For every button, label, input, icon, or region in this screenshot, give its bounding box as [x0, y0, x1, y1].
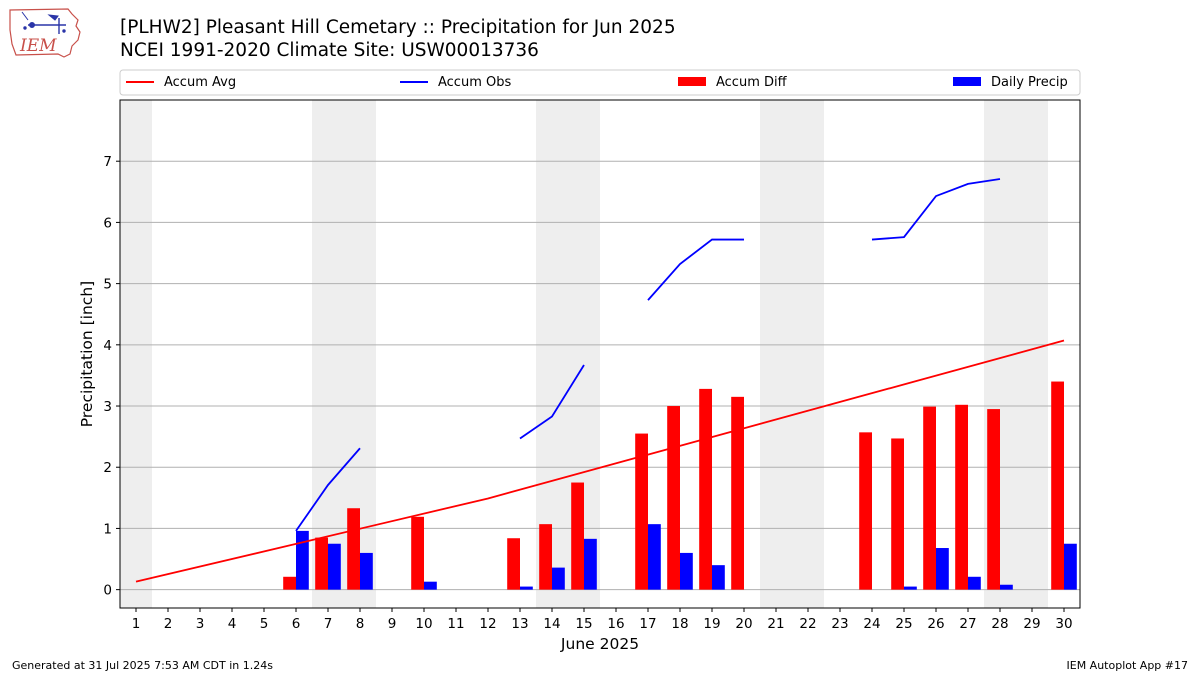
- x-tick-label: 2: [164, 616, 173, 632]
- x-tick-label: 29: [1023, 616, 1040, 632]
- x-tick-label: 20: [735, 616, 752, 632]
- accum-diff-bar: [667, 406, 680, 590]
- accum-obs-line: [519, 364, 585, 440]
- accum-diff-bar: [635, 433, 648, 590]
- legend-box: [119, 69, 1081, 96]
- x-tick-label: 10: [415, 616, 432, 632]
- x-tick-label: 18: [671, 616, 688, 632]
- daily-precip-bar: [360, 552, 373, 590]
- iowa-outline-icon: [9, 8, 81, 58]
- daily-precip-bar: [584, 538, 597, 590]
- iem-logo[interactable]: IEM: [6, 4, 82, 60]
- daily-precip-bar: [712, 565, 725, 590]
- daily-precip-bar: [936, 548, 949, 590]
- accum-diff-bar: [699, 388, 712, 590]
- accum-diff-bar: [891, 438, 904, 590]
- accum-obs-line: [295, 447, 361, 532]
- y-tick-label: 0: [103, 583, 112, 599]
- x-axis-label: June 2025: [560, 635, 639, 653]
- weekend-shade: [120, 100, 152, 608]
- x-tick-label: 17: [639, 616, 656, 632]
- x-tick-label: 19: [703, 616, 720, 632]
- chart-subtitle: NCEI 1991-2020 Climate Site: USW00013736: [120, 40, 539, 61]
- accum-diff-bar: [283, 576, 296, 590]
- x-tick-label: 21: [767, 616, 784, 632]
- y-tick-label: 1: [103, 521, 112, 537]
- y-tick-label: 2: [103, 460, 112, 476]
- weekend-shade: [760, 100, 824, 608]
- app-label: IEM Autoplot App #17: [1066, 659, 1189, 672]
- daily-precip-bar: [648, 524, 661, 590]
- daily-precip-bar: [904, 586, 917, 590]
- x-tick-label: 26: [927, 616, 944, 632]
- logo-text: IEM: [19, 36, 57, 56]
- x-tick-label: 12: [479, 616, 496, 632]
- accum-diff-bar: [507, 538, 520, 590]
- daily-precip-bar: [1000, 584, 1013, 590]
- y-axis-label: Precipitation [inch]: [78, 281, 96, 427]
- daily-precip-bar: [1064, 543, 1077, 590]
- y-tick-label: 4: [103, 338, 112, 354]
- accum-diff-bar: [923, 406, 936, 590]
- x-tick-label: 28: [991, 616, 1008, 632]
- x-tick-label: 8: [356, 616, 365, 632]
- x-tick-label: 16: [607, 616, 624, 632]
- accum-diff-bar: [955, 404, 968, 590]
- accum-diff-bar: [315, 537, 328, 590]
- x-tick-label: 9: [388, 616, 397, 632]
- accum-obs-line: [647, 238, 744, 301]
- plot-frame: [119, 99, 1081, 609]
- accum-diff-bar: [987, 409, 1000, 590]
- accum-diff-bar: [731, 396, 744, 590]
- x-tick-label: 11: [447, 616, 464, 632]
- x-tick-label: 25: [895, 616, 912, 632]
- accum-diff-bar: [539, 524, 552, 590]
- daily-precip-bar: [680, 552, 693, 590]
- daily-precip-bar: [552, 567, 565, 590]
- legend-accum-diff-swatch: [678, 77, 706, 86]
- accum-avg-line: [135, 339, 1065, 583]
- x-tick-label: 24: [863, 616, 880, 632]
- x-tick-label: 13: [511, 616, 528, 632]
- x-tick-label: 15: [575, 616, 592, 632]
- daily-precip-bar: [296, 530, 309, 590]
- x-tick-label: 30: [1055, 616, 1072, 632]
- legend-accum-diff-label: Accum Diff: [716, 75, 788, 90]
- x-tick-label: 14: [543, 616, 560, 632]
- generated-timestamp: Generated at 31 Jul 2025 7:53 AM CDT in …: [12, 659, 273, 672]
- legend-accum-obs-label: Accum Obs: [438, 75, 511, 90]
- x-tick-label: 6: [292, 616, 301, 632]
- weather-station-icon: [21, 11, 66, 34]
- daily-precip-bar: [520, 586, 533, 590]
- x-tick-label: 1: [132, 616, 141, 632]
- chart-title: [PLHW2] Pleasant Hill Cemetary :: Precip…: [120, 17, 676, 38]
- x-tick-label: 22: [799, 616, 816, 632]
- x-tick-label: 4: [228, 616, 237, 632]
- daily-precip-bar: [424, 581, 437, 590]
- accum-diff-bar: [571, 482, 584, 590]
- y-tick-label: 3: [103, 399, 112, 415]
- y-tick-label: 7: [103, 154, 112, 170]
- legend: Accum Avg Accum Obs Accum Diff Daily Precip: [119, 69, 1081, 96]
- accum-obs-line: [871, 178, 1001, 241]
- daily-precip-bar: [328, 543, 341, 590]
- x-tick-label: 23: [831, 616, 848, 632]
- accum-diff-bar: [859, 432, 872, 590]
- x-tick-label: 27: [959, 616, 976, 632]
- x-tick-label: 5: [260, 616, 269, 632]
- accum-diff-bar: [411, 516, 424, 590]
- legend-daily-precip-swatch: [953, 77, 981, 86]
- daily-precip-bar: [968, 576, 981, 590]
- y-tick-label: 5: [103, 277, 112, 293]
- weekend-shade: [312, 100, 376, 608]
- y-tick-label: 6: [103, 215, 112, 231]
- accum-diff-bar: [1051, 381, 1064, 590]
- x-tick-label: 3: [196, 616, 205, 632]
- x-tick-label: 7: [324, 616, 333, 632]
- accum-diff-bar: [347, 508, 360, 590]
- legend-accum-avg-label: Accum Avg: [164, 75, 236, 90]
- legend-daily-precip-label: Daily Precip: [991, 75, 1068, 90]
- weekend-shade: [536, 100, 600, 608]
